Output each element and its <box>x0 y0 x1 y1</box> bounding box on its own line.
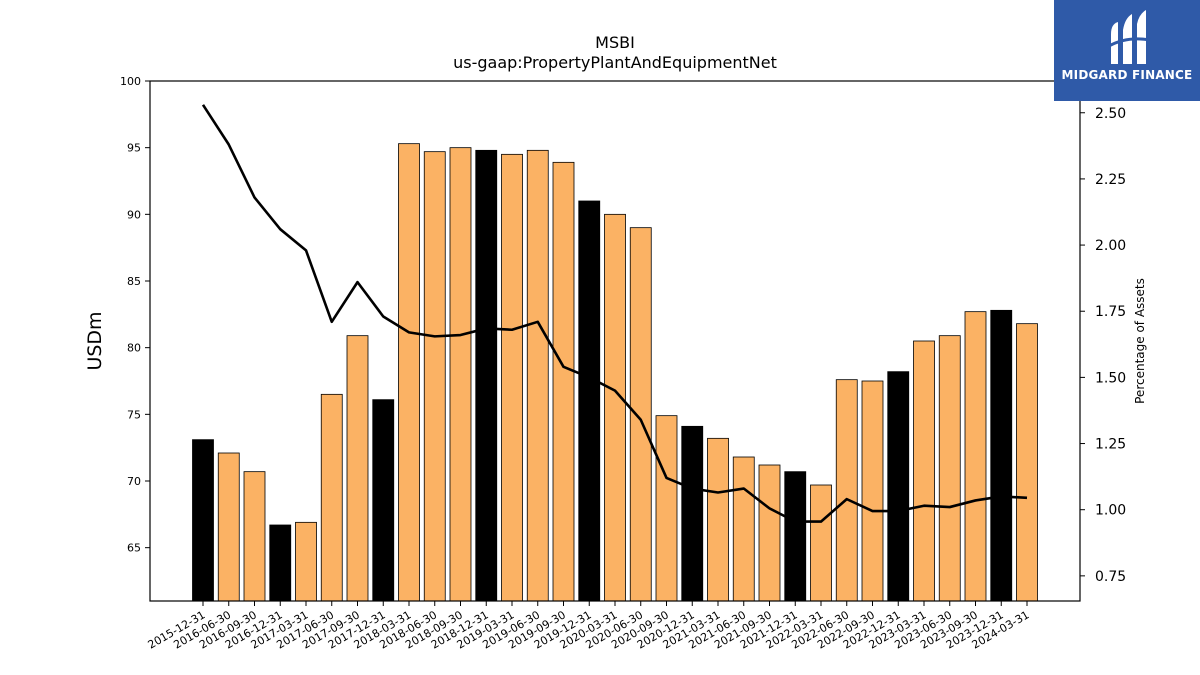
y2-tick-label: 1.75 <box>1095 304 1126 320</box>
bar-2019-12-31 <box>578 200 601 602</box>
y2-tick-label: 1.25 <box>1095 437 1126 453</box>
bar-2017-06-30 <box>320 393 343 602</box>
midgard-logo-icon <box>1108 10 1151 64</box>
bar-2021-03-31 <box>707 437 729 602</box>
bar-2018-06-30 <box>423 151 446 602</box>
bar-2022-06-30 <box>835 379 858 602</box>
y2-tick-label: 0.75 <box>1095 569 1126 585</box>
logo-text: MIDGARD FINANCE <box>1061 68 1193 82</box>
bar-2016-09-30 <box>243 471 266 602</box>
line-group <box>201 104 1028 523</box>
bar-2016-12-31 <box>269 524 292 602</box>
bar-2022-03-31 <box>810 484 832 602</box>
bar-2023-12-31 <box>990 309 1013 602</box>
y-tick-label: 85 <box>127 275 141 288</box>
y-tick-label: 100 <box>120 75 141 88</box>
y-tick-label: 95 <box>127 142 141 155</box>
bar-2021-06-30 <box>732 456 755 602</box>
bar-2017-12-31 <box>372 399 395 602</box>
bar-2020-12-31 <box>681 425 704 602</box>
bar-2018-09-30 <box>449 147 472 602</box>
chart-title: MSBI <box>595 33 635 52</box>
bar-2021-09-30 <box>758 464 781 602</box>
bar-2019-06-30 <box>526 149 549 602</box>
midgard-logo: MIDGARD FINANCE <box>1054 0 1200 101</box>
bar-2018-12-31 <box>475 149 498 602</box>
y-axis-label: USDm <box>84 311 106 370</box>
y-tick-label: 90 <box>127 208 141 221</box>
bar-2015-12-31 <box>192 439 214 602</box>
y-tick-label: 65 <box>127 542 141 555</box>
y2-axis-label: Percentage of Assets <box>1133 278 1147 404</box>
bar-2023-09-30 <box>964 311 987 602</box>
bar-2017-03-31 <box>295 521 317 602</box>
chart-subtitle: us-gaap:PropertyPlantAndEquipmentNet <box>453 53 777 72</box>
bar-2016-06-30 <box>217 452 240 602</box>
bar-2023-06-30 <box>938 335 961 602</box>
bar-2019-03-31 <box>501 153 523 602</box>
y-tick-label: 80 <box>127 342 141 355</box>
bars-group <box>192 143 1038 602</box>
line-percentage-of-assets <box>201 104 1028 523</box>
y2-tick-label: 1.50 <box>1095 370 1126 386</box>
y2-tick-label: 2.25 <box>1095 172 1126 188</box>
bar-2019-09-30 <box>552 161 575 602</box>
bar-2021-12-31 <box>784 471 807 602</box>
y-tick-label: 75 <box>127 408 141 421</box>
bar-2022-09-30 <box>861 380 884 602</box>
bar-2024-03-31 <box>1016 323 1038 602</box>
y2-tick-label: 2.50 <box>1095 106 1126 122</box>
y2-tick-label: 1.00 <box>1095 503 1126 519</box>
y2-tick-label: 2.00 <box>1095 238 1126 254</box>
y-tick-label: 70 <box>127 475 141 488</box>
bar-2023-03-31 <box>913 340 935 602</box>
y-axis: 65 70 75 80 85 90 95 100 <box>120 75 150 555</box>
x-axis: 2015-12-312016-06-302016-09-302016-12-31… <box>146 601 1032 652</box>
bar-2020-06-30 <box>629 227 652 602</box>
bar-2020-09-30 <box>655 415 678 602</box>
bar-2017-09-30 <box>346 335 369 602</box>
bar-2022-12-31 <box>887 371 910 602</box>
bar-2020-03-31 <box>604 213 626 602</box>
y2-axis: 0.75 1.00 1.25 1.50 1.75 2.00 2.25 2.50 <box>1080 106 1126 585</box>
bar-2018-03-31 <box>398 143 420 602</box>
